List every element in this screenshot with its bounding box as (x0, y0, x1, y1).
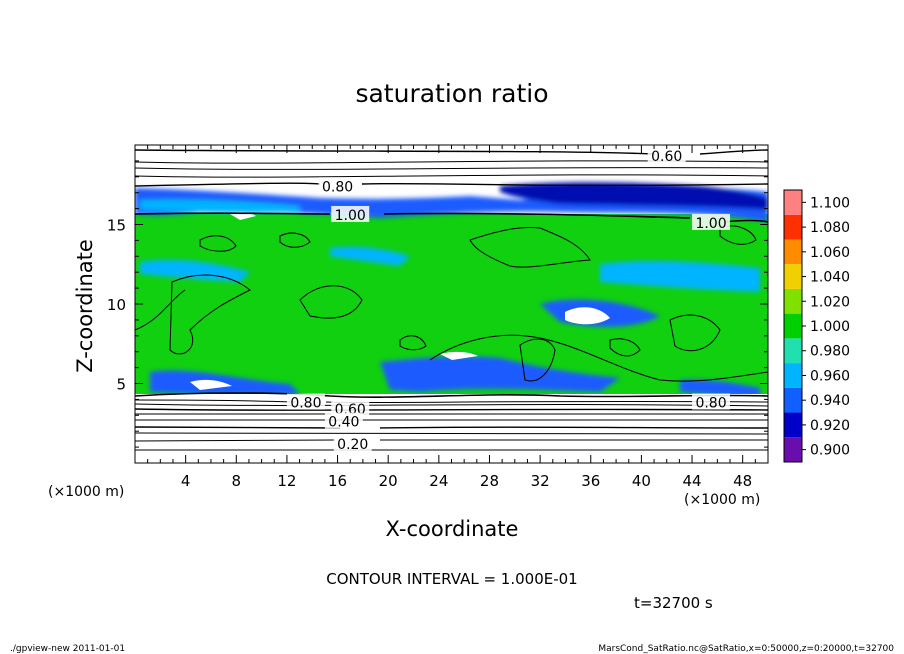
y-tick-label: 10 (107, 296, 126, 314)
colorbar-label: 1.020 (810, 294, 850, 310)
contour-label-bg (333, 434, 372, 451)
colorbar-swatch (784, 363, 802, 388)
colorbar-swatch (784, 264, 802, 289)
colorbar: 0.900 0.920 0.940 0.960 0.980 1.000 1.020 1.040… (783, 189, 850, 463)
y-axis: 5 10 15 (107, 160, 768, 448)
contour-label: 1.00 (695, 216, 726, 232)
colorbar-label: 1.040 (810, 270, 850, 286)
contour-label-bg (647, 147, 686, 164)
colorbar-label: 1.080 (810, 220, 850, 236)
colorbar-label: 0.940 (810, 393, 850, 409)
contour-label-bg (331, 205, 370, 222)
x-tick-label: 24 (429, 472, 448, 490)
colorbar-swatch (784, 437, 802, 462)
x-axis: 4 8 12 16 20 24 28 32 36 40 44 48 (147, 145, 756, 490)
footer-right: MarsCond_SatRatio.nc@SatRatio,x=0:50000,… (598, 644, 894, 654)
colorbar-swatch (784, 239, 802, 265)
contour-label: 0.60 (651, 149, 682, 165)
contour-label-bg (318, 177, 357, 194)
colorbar-swatch (784, 412, 802, 438)
colorbar-label: 1.060 (810, 245, 850, 261)
x-axis-label: X-coordinate (386, 517, 519, 541)
colorbar-label: 0.980 (810, 344, 850, 360)
footer-left: ./gpview-new 2011-01-01 (10, 644, 125, 654)
colorbar-swatch (784, 288, 802, 314)
contour-label: 0.80 (290, 396, 321, 412)
contour-label: 0.80 (695, 396, 726, 412)
contour-label: 0.40 (328, 415, 359, 431)
x-tick-label: 8 (232, 472, 242, 490)
x-unit-right: (×1000 m) (684, 492, 760, 508)
y-axis-label: Z-coordinate (73, 239, 97, 373)
x-tick-label: 44 (682, 472, 701, 490)
contour-label-bg (331, 399, 370, 416)
contour-lines (135, 149, 768, 382)
subsaturated-bands (135, 182, 768, 396)
x-tick-label: 48 (733, 472, 752, 490)
colorbar-label: 0.920 (810, 418, 850, 434)
contour-label-bg (692, 213, 731, 230)
x-tick-label: 4 (181, 472, 191, 490)
chart-title: saturation ratio (355, 79, 548, 108)
contour-label: 0.80 (322, 179, 353, 195)
colorbar-label: 1.000 (810, 319, 850, 335)
colorbar-label: 0.900 (810, 443, 850, 459)
colorbar-swatch (784, 387, 802, 413)
colorbar-label: 0.960 (810, 368, 850, 384)
plot-area (135, 145, 768, 463)
x-tick-label: 40 (632, 472, 651, 490)
colorbar-swatch (784, 313, 802, 339)
contour-label-bg (286, 393, 325, 410)
contour-label-bg (324, 412, 363, 429)
colorbar-swatch (784, 214, 802, 240)
contour-label: 1.00 (335, 208, 366, 224)
x-tick-label: 36 (581, 472, 600, 490)
x-tick-label: 16 (328, 472, 347, 490)
x-tick-label: 20 (379, 472, 398, 490)
y-tick-label: 15 (107, 217, 126, 235)
contour-value-labels: 0.600.801.00 1.000.80 0.600.400.200.80 (286, 147, 731, 453)
colorbar-label: 1.100 (810, 195, 850, 211)
colorbar-swatch (784, 190, 802, 215)
x-tick-label: 32 (531, 472, 550, 490)
contour-label: 0.20 (337, 437, 368, 453)
colorbar-swatch (784, 338, 802, 364)
time-stamp: t=32700 s (634, 594, 713, 612)
x-unit-left: (×1000 m) (48, 484, 124, 500)
y-tick-label: 5 (116, 376, 126, 394)
contour-interval: CONTOUR INTERVAL = 1.000E-01 (326, 570, 577, 588)
x-tick-label: 28 (480, 472, 499, 490)
x-tick-label: 12 (277, 472, 296, 490)
contour-label-bg (692, 393, 731, 410)
